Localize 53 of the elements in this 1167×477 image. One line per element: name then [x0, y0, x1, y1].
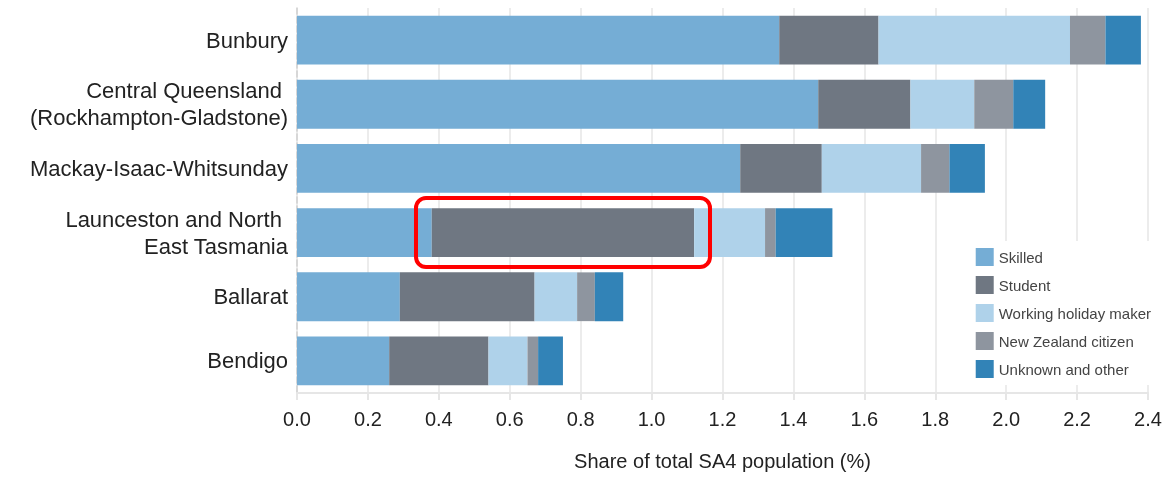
bar [949, 144, 985, 193]
bar [818, 79, 911, 129]
bar [765, 208, 776, 257]
x-tick-label: 1.6 [850, 408, 879, 430]
bar [527, 336, 539, 386]
legend-label: New Zealand citizen [998, 332, 1134, 350]
bar [921, 144, 950, 193]
bar [594, 272, 624, 322]
bar [297, 15, 780, 65]
x-tick-label: 2.4 [1134, 408, 1162, 430]
bar [577, 272, 595, 322]
x-tick-label: 1.4 [779, 408, 808, 430]
y-tick-label: Bendigo [207, 348, 288, 374]
x-tick-label: 0.2 [354, 408, 382, 430]
y-tick-label: Central Queensland (Rockhampton-Gladstone) [29, 78, 288, 131]
legend-label: Skilled [998, 248, 1043, 266]
x-tick-label: 0.8 [566, 408, 595, 430]
bar [779, 15, 879, 65]
bar [910, 79, 975, 129]
bar [538, 336, 563, 386]
bar [297, 79, 819, 129]
bar [694, 208, 766, 257]
bar [1069, 15, 1106, 65]
bar [297, 336, 390, 386]
bar [1105, 15, 1141, 65]
bar [399, 272, 535, 322]
x-tick-label: 1.8 [921, 408, 950, 430]
x-axis-title: Share of total SA4 population (%) [574, 450, 871, 472]
legend-label: Unknown and other [998, 360, 1129, 378]
bar [740, 144, 822, 193]
bar [534, 272, 578, 322]
y-tick-label: Ballarat [213, 284, 288, 310]
bar [1013, 79, 1046, 129]
y-tick-label: Mackay-Isaac-Whitsunday [30, 155, 288, 181]
x-tick-label: 1.2 [708, 408, 737, 430]
y-tick-label: Launceston and North East Tasmania [65, 206, 289, 259]
legend-label: Working holiday maker [998, 304, 1152, 322]
x-tick-label: 0.4 [424, 408, 453, 430]
bar [775, 208, 833, 257]
bar [821, 144, 922, 193]
x-tick-label: 0.0 [283, 408, 311, 430]
x-tick-label: 1.0 [637, 408, 666, 430]
x-tick-label: 2.0 [992, 408, 1021, 430]
bar [297, 272, 400, 322]
legend-label: Student [998, 276, 1052, 294]
bar [974, 79, 1014, 129]
bar [878, 15, 1070, 65]
bar [488, 336, 528, 386]
bar [297, 144, 741, 193]
y-tick-label: Bunbury [206, 27, 288, 53]
x-tick-label: 0.6 [495, 408, 524, 430]
bar [389, 336, 489, 386]
x-tick-label: 2.2 [1063, 408, 1091, 430]
